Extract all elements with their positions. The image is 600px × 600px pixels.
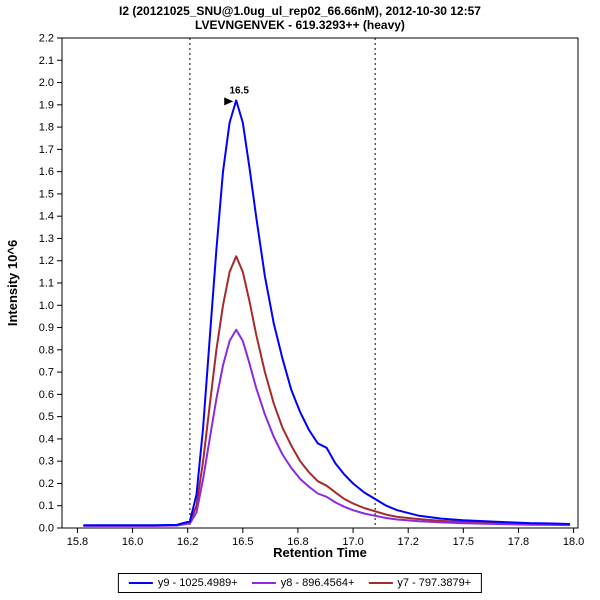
y-tick-label: 0.1 <box>39 500 54 512</box>
x-tick-label: 16.8 <box>287 536 308 548</box>
legend-label-y7: y7 - 797.3879+ <box>397 577 472 589</box>
x-tick-label: 18.0 <box>563 536 584 548</box>
plot-border <box>61 37 579 529</box>
legend-swatch-y9 <box>128 582 153 584</box>
legend-label-y8: y8 - 896.4564+ <box>280 577 355 589</box>
x-axis-title: Retention Time <box>273 545 367 560</box>
y-tick-label: 1.5 <box>39 188 54 200</box>
y-tick-label: 0.4 <box>39 433 54 445</box>
legend-item-y7: y7 - 797.3879+ <box>368 577 471 589</box>
x-tick-label: 17.2 <box>397 536 418 548</box>
y-tick-label: 0.3 <box>39 456 54 468</box>
y-tick-label: 0.5 <box>39 411 54 423</box>
y-tick-label: 1.4 <box>39 211 54 223</box>
y-axis-title: Intensity 10^6 <box>5 240 20 326</box>
legend-item-y9: y9 - 1025.4989+ <box>128 577 238 589</box>
peak-arrow-icon <box>224 97 234 106</box>
legend: y9 - 1025.4989+ y8 - 896.4564+ y7 - 797.38… <box>117 573 483 593</box>
peak-rt-annotation: 16.5 <box>229 85 249 96</box>
legend-swatch-y7 <box>368 582 393 584</box>
x-tick-label: 16.0 <box>122 536 143 548</box>
x-tick-label: 17.8 <box>508 536 529 548</box>
y-tick-label: 1.2 <box>39 255 54 267</box>
y-tick-label: 1.7 <box>39 144 54 156</box>
legend-label-y9: y9 - 1025.4989+ <box>157 577 238 589</box>
plot-area[interactable]: 15.8 16.0 16.2 16.5 16.8 17.0 17.2 17.5 17.8 18.0… <box>39 33 585 549</box>
x-tick-label: 16.5 <box>232 536 253 548</box>
y-tick-label: 1.3 <box>39 233 54 245</box>
x-tick-label: 16.2 <box>177 536 198 548</box>
series-line-y9 <box>83 99 571 527</box>
x-tick-label: 15.8 <box>67 536 88 548</box>
y-tick-label: 0.8 <box>39 344 54 356</box>
y-tick-label: 1.0 <box>39 300 54 312</box>
legend-item-y8: y8 - 896.4564+ <box>251 577 355 589</box>
y-tick-label: 0.9 <box>39 322 54 334</box>
x-tick-label: 17.0 <box>342 536 363 548</box>
y-tick-label: 1.9 <box>39 99 54 111</box>
y-tick-label: 0.0 <box>39 523 54 535</box>
y-tick-label: 0.7 <box>39 367 54 379</box>
y-tick-label: 2.2 <box>39 33 54 45</box>
y-tick-label: 0.6 <box>39 389 54 401</box>
series-line-y8 <box>83 328 571 527</box>
legend-swatch-y8 <box>251 582 276 584</box>
y-tick-label: 2.0 <box>39 77 54 89</box>
y-tick-label: 1.8 <box>39 122 54 134</box>
series-line-y7 <box>83 255 571 527</box>
y-tick-label: 2.1 <box>39 55 54 67</box>
y-tick-label: 0.2 <box>39 478 54 490</box>
y-tick-label: 1.6 <box>39 166 54 178</box>
y-tick-label: 1.1 <box>39 278 54 290</box>
chart-subtitle: LVEVNGENVEK - 619.3293++ (heavy) <box>195 18 405 32</box>
x-tick-label: 17.5 <box>453 536 474 548</box>
chart-title: I2 (20121025_SNU@1.0ug_ul_rep02_66.66nM)… <box>119 4 481 18</box>
